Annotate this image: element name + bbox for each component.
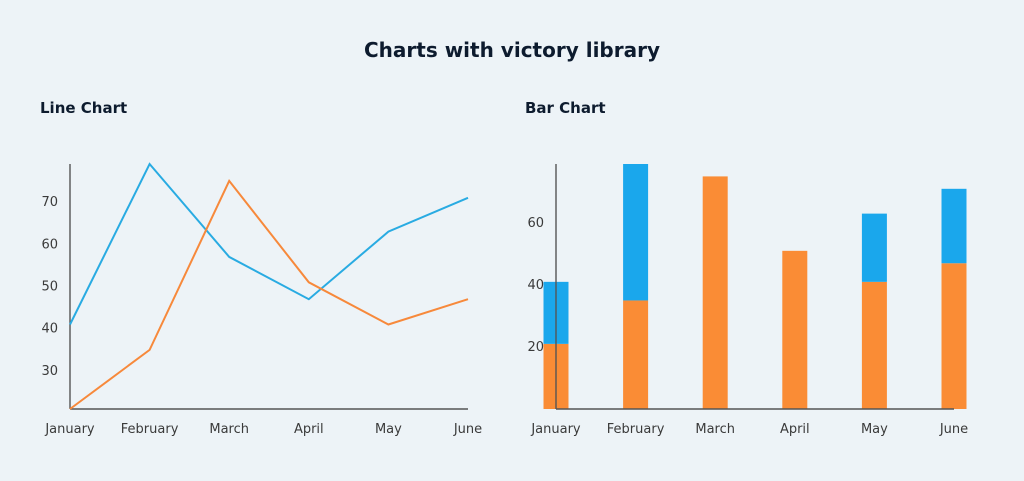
line-y-tick-label: 40 [41,322,58,337]
line-chart-title: Line Chart [40,99,128,117]
line-y-tick-label: 70 [41,195,58,210]
line-x-tick-label: January [44,422,95,437]
line-x-tick-label: April [294,422,324,437]
bar-series-1-may [861,281,887,409]
line-y-tick-label: 50 [41,280,58,295]
line-x-tick-label: June [453,422,482,437]
line-x-tick-label: February [121,422,179,437]
bar-x-tick-label: May [861,422,888,437]
bar-x-tick-label: April [780,422,810,437]
line-x-tick-label: May [375,422,402,437]
bar-series-2-may [861,213,887,282]
line-y-tick-label: 60 [41,237,58,252]
bar-series-2-june [941,188,967,264]
line-series-2 [69,179,469,410]
bar-chart-title: Bar Chart [525,99,606,117]
bar-series-1-april [782,250,808,409]
line-x-tick-label: March [209,422,249,437]
bar-series-1-june [941,263,967,409]
bar-series-1-march [702,176,728,409]
bar-x-tick-label: March [695,422,735,437]
page-title: Charts with victory library [364,38,660,62]
bar-series-1-february [623,300,649,409]
bar-y-tick-label: 20 [527,340,544,355]
bar-series-2-february [623,164,649,301]
bar-y-tick-label: 40 [527,278,544,293]
bar-x-tick-label: February [607,422,665,437]
bar-y-tick-label: 60 [527,216,544,231]
bar-x-tick-label: January [530,422,581,437]
line-y-tick-label: 30 [41,364,58,379]
line-series-1 [69,162,469,325]
bar-x-tick-label: June [939,422,968,437]
